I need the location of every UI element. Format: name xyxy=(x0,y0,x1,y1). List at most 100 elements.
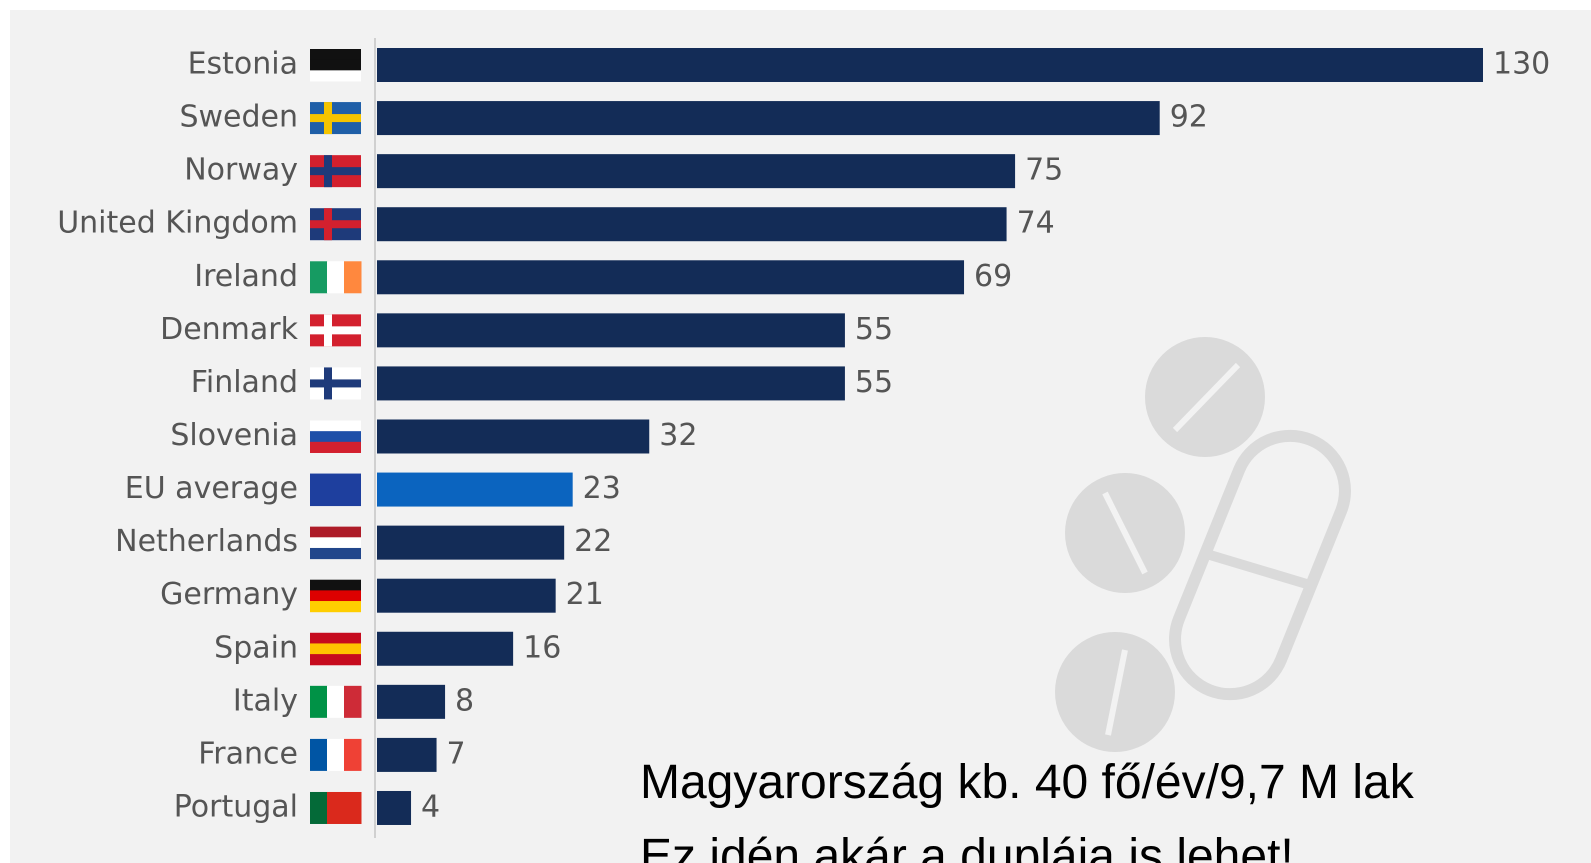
bar xyxy=(377,685,445,719)
flag-part xyxy=(310,60,361,71)
value-label: 7 xyxy=(447,736,466,771)
flag-part xyxy=(344,792,362,824)
value-label: 32 xyxy=(659,418,697,453)
flag-part xyxy=(310,431,361,442)
flag-part xyxy=(310,220,361,228)
flag xyxy=(310,155,361,187)
bar xyxy=(377,473,573,507)
flag-part xyxy=(310,601,361,612)
flag-part xyxy=(327,261,345,293)
page: {"chart_data": {"type": "bar", "orientat… xyxy=(0,0,1591,863)
category-label: United Kingdom xyxy=(57,206,298,241)
flag-part xyxy=(310,643,361,654)
bar xyxy=(377,366,845,400)
flag-part xyxy=(327,686,345,718)
flag-part xyxy=(310,49,361,60)
bar xyxy=(377,207,1007,241)
flag-part xyxy=(324,102,332,134)
flag xyxy=(310,208,361,240)
flag-part xyxy=(327,739,345,771)
value-label: 55 xyxy=(855,312,893,347)
value-label: 8 xyxy=(455,683,474,718)
flag-part xyxy=(310,792,328,824)
bar xyxy=(377,526,564,560)
category-label: Norway xyxy=(184,153,298,188)
flag xyxy=(310,633,361,666)
value-label: 74 xyxy=(1017,206,1055,241)
flag-part xyxy=(310,167,361,175)
flag-part xyxy=(324,314,332,346)
flag xyxy=(310,102,361,134)
chart: Magyarország kb. 40 fő/év/9,7 M lak Ez i… xyxy=(0,0,1591,863)
flag-part xyxy=(310,474,361,507)
category-label: Denmark xyxy=(160,312,299,347)
value-label: 23 xyxy=(583,471,621,506)
flag-part xyxy=(310,326,361,334)
bar xyxy=(377,101,1160,135)
bar xyxy=(377,632,513,666)
flag xyxy=(310,367,361,399)
flag-part xyxy=(310,739,328,771)
flag-part xyxy=(310,537,361,548)
flag-part xyxy=(327,792,345,824)
category-label: Slovenia xyxy=(170,418,298,453)
flag-part xyxy=(344,686,362,718)
bar xyxy=(377,791,411,825)
bar xyxy=(377,579,556,613)
flag xyxy=(310,580,361,613)
flag xyxy=(310,49,361,82)
flag-part xyxy=(310,114,361,122)
flag xyxy=(310,686,362,718)
bar xyxy=(377,154,1015,188)
value-label: 4 xyxy=(421,789,440,824)
category-label: Estonia xyxy=(188,47,298,82)
flag xyxy=(310,792,362,824)
value-label: 130 xyxy=(1493,47,1550,82)
flag xyxy=(310,474,361,507)
category-label: Italy xyxy=(233,683,298,718)
value-label: 21 xyxy=(566,577,604,612)
value-label: 16 xyxy=(523,630,561,665)
flag xyxy=(310,739,362,771)
flag-part xyxy=(310,633,361,644)
flag-part xyxy=(310,580,361,591)
flag xyxy=(310,420,361,453)
flag-part xyxy=(344,261,362,293)
bar xyxy=(377,738,437,772)
bar xyxy=(377,313,845,347)
flag-part xyxy=(310,420,361,431)
bar xyxy=(377,48,1483,82)
annotation: Ez idén akár a duplája is lehet! xyxy=(640,830,1294,863)
flag-part xyxy=(310,261,328,293)
category-label: Spain xyxy=(214,630,298,665)
flag-part xyxy=(310,686,328,718)
value-label: 22 xyxy=(574,524,612,559)
value-label: 92 xyxy=(1170,100,1208,135)
flag-part xyxy=(310,548,361,559)
bar xyxy=(377,419,649,453)
category-label: Finland xyxy=(191,365,298,400)
flag-part xyxy=(344,739,362,771)
flag-part xyxy=(310,527,361,538)
annotation: Magyarország kb. 40 fő/év/9,7 M lak xyxy=(640,756,1415,809)
value-label: 69 xyxy=(974,259,1012,294)
category-label: Germany xyxy=(160,577,298,612)
category-label: Ireland xyxy=(194,259,298,294)
category-label: Netherlands xyxy=(115,524,298,559)
flag-part xyxy=(310,379,361,387)
flag-part xyxy=(310,590,361,601)
category-label: Sweden xyxy=(179,100,298,135)
value-label: 75 xyxy=(1025,153,1063,188)
flag-part xyxy=(324,155,332,187)
category-label: Portugal xyxy=(174,789,298,824)
bar xyxy=(377,260,964,294)
flag xyxy=(310,527,361,560)
value-label: 55 xyxy=(855,365,893,400)
flag-part xyxy=(310,70,361,81)
flag-part xyxy=(324,208,332,240)
flag-part xyxy=(310,442,361,453)
flag-part xyxy=(324,367,332,399)
category-label: France xyxy=(198,736,298,771)
flag xyxy=(310,261,362,293)
flag xyxy=(310,314,361,346)
